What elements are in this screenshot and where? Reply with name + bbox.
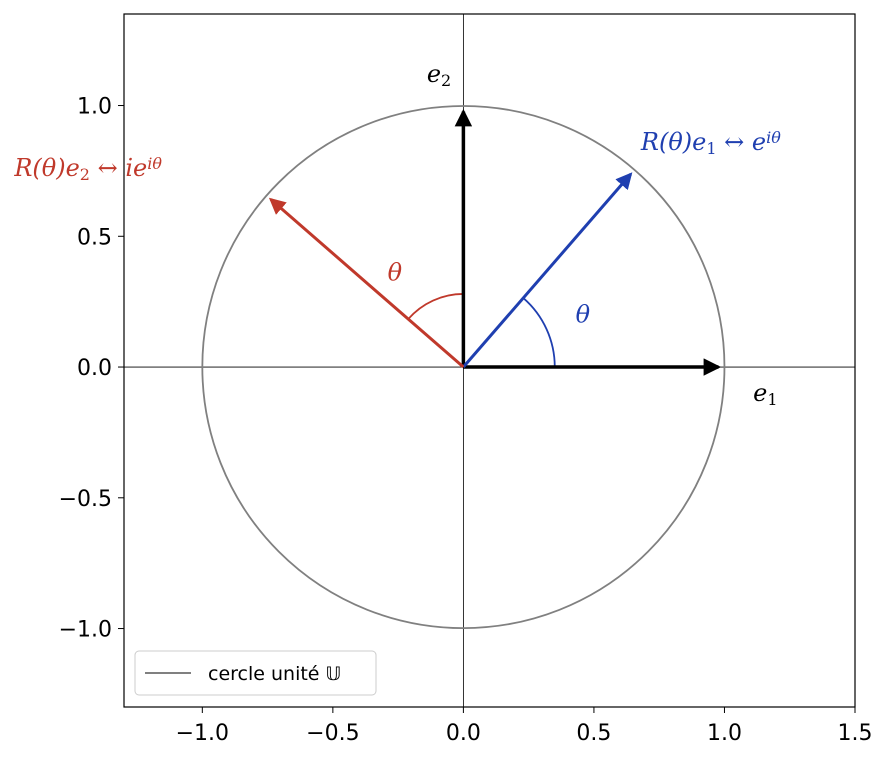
y-axis-ticks: −1.0 −0.5 0.0 0.5 1.0 [59, 95, 124, 643]
theta-arc-red [407, 293, 464, 320]
label-e2: e2 [427, 60, 451, 90]
theta-arc-blue [522, 297, 556, 368]
label-R-theta-e1: R(θ)e1 ↔ eiθ [640, 128, 781, 158]
x-tick-label: 0.0 [446, 721, 481, 746]
x-tick-label: −1.0 [176, 721, 229, 746]
y-tick-label: 0.0 [77, 356, 112, 381]
legend: cercle unité 𝕌 [134, 650, 377, 696]
x-axis-ticks: −1.0 −0.5 0.0 0.5 1.0 1.5 [176, 707, 873, 746]
x-tick-label: 1.0 [707, 721, 742, 746]
label-R-theta-e2: R(θ)e2 ↔ ieiθ [13, 154, 162, 184]
theta-label-red: θ [388, 259, 403, 287]
theta-label-blue: θ [576, 301, 591, 329]
vector-R-theta-e1 [462, 172, 633, 369]
y-tick-label: 0.5 [77, 225, 112, 250]
y-tick-label: −0.5 [59, 487, 112, 512]
x-tick-label: −0.5 [306, 721, 359, 746]
x-tick-label: 0.5 [576, 721, 611, 746]
label-e1: e1 [753, 379, 777, 409]
vector-R-theta-e2 [268, 197, 465, 369]
y-tick-label: 1.0 [77, 95, 112, 120]
legend-label-unit-circle: cercle unité 𝕌 [208, 663, 341, 685]
legend-box [134, 650, 377, 696]
unit-circle [201, 105, 726, 630]
x-tick-label: 1.5 [838, 721, 873, 746]
plot-area [123, 13, 856, 708]
y-tick-label: −1.0 [59, 618, 112, 643]
